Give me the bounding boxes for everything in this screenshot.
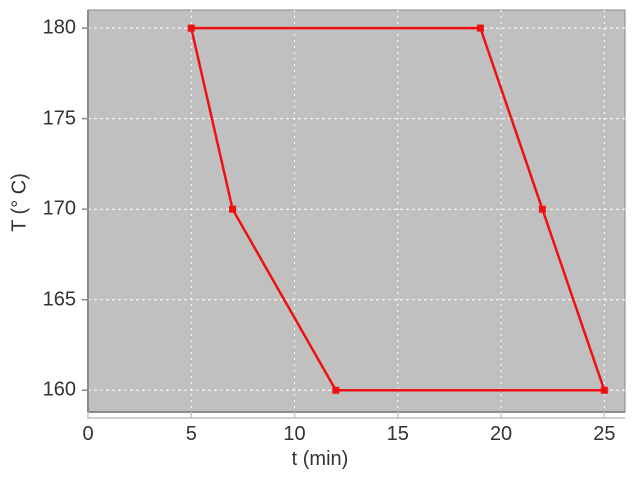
tick-marks xyxy=(82,27,606,419)
x-tick-label: 0 xyxy=(82,423,94,445)
y-tick-label: 180 xyxy=(42,16,76,39)
y-tick-label: 175 xyxy=(42,107,76,130)
data-point-marker xyxy=(600,386,608,394)
data-point-marker xyxy=(229,205,237,213)
axis-spines xyxy=(87,10,625,419)
data-point-marker xyxy=(476,24,484,32)
x-tick-label: 10 xyxy=(283,423,306,445)
plot-area-background xyxy=(87,9,626,413)
grid-lines xyxy=(88,10,625,412)
x-tick-label: 20 xyxy=(489,423,513,445)
data-point-marker xyxy=(332,386,340,394)
data-series-layer xyxy=(187,24,608,394)
y-tick-label: 170 xyxy=(42,197,76,220)
x-tick-label: 25 xyxy=(593,423,616,445)
y-axis-title: T (° C) xyxy=(8,173,31,232)
x-tick-label: 15 xyxy=(386,423,409,445)
y-tick-label: 165 xyxy=(42,288,76,311)
data-point-marker xyxy=(538,205,546,213)
x-axis-title: t (min) xyxy=(291,448,349,470)
data-point-marker xyxy=(187,24,195,32)
y-tick-label: 160 xyxy=(42,378,76,401)
x-tick-label: 5 xyxy=(185,423,197,445)
